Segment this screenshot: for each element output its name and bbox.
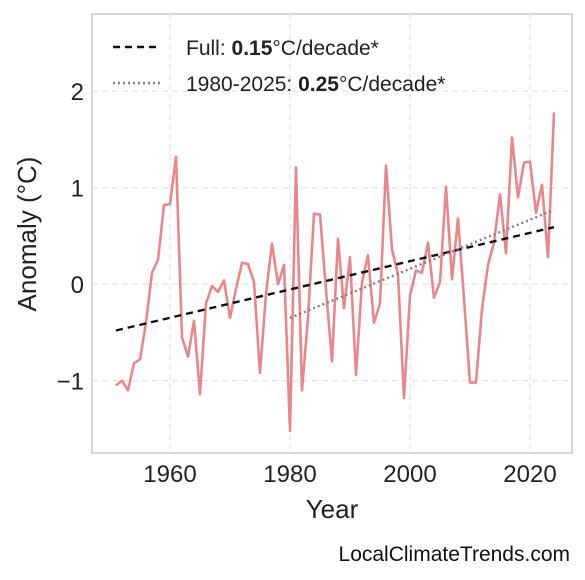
- y-axis-label: Anomaly (°C): [12, 157, 42, 312]
- x-tick-label: 2020: [503, 461, 556, 488]
- y-tick-label: 0: [71, 272, 84, 299]
- y-tick-label: 2: [71, 79, 84, 106]
- legend-label-1980: 1980-2025: 0.25°C/decade*: [186, 73, 445, 96]
- y-tick-label: 1: [71, 176, 84, 203]
- anomaly-line: [115, 112, 556, 433]
- series: [115, 112, 556, 433]
- y-tick-label: −1: [57, 369, 84, 396]
- plot-frame: [91, 13, 573, 454]
- x-tick-label: 1960: [143, 461, 196, 488]
- x-tick-label: 1980: [263, 461, 316, 488]
- x-axis-label: Year: [306, 494, 359, 524]
- x-axis-ticks: 1960 1980 2000 2020: [143, 461, 556, 488]
- trend-line-full: [115, 226, 555, 332]
- watermark: LocalClimateTrends.com: [339, 543, 570, 566]
- legend: Full: 0.15°C/decade* 1980-2025: 0.25°C/d…: [113, 37, 445, 96]
- y-axis-ticks: −1 0 1 2: [57, 79, 84, 395]
- legend-label-full: Full: 0.15°C/decade*: [186, 37, 379, 60]
- x-tick-label: 2000: [383, 461, 436, 488]
